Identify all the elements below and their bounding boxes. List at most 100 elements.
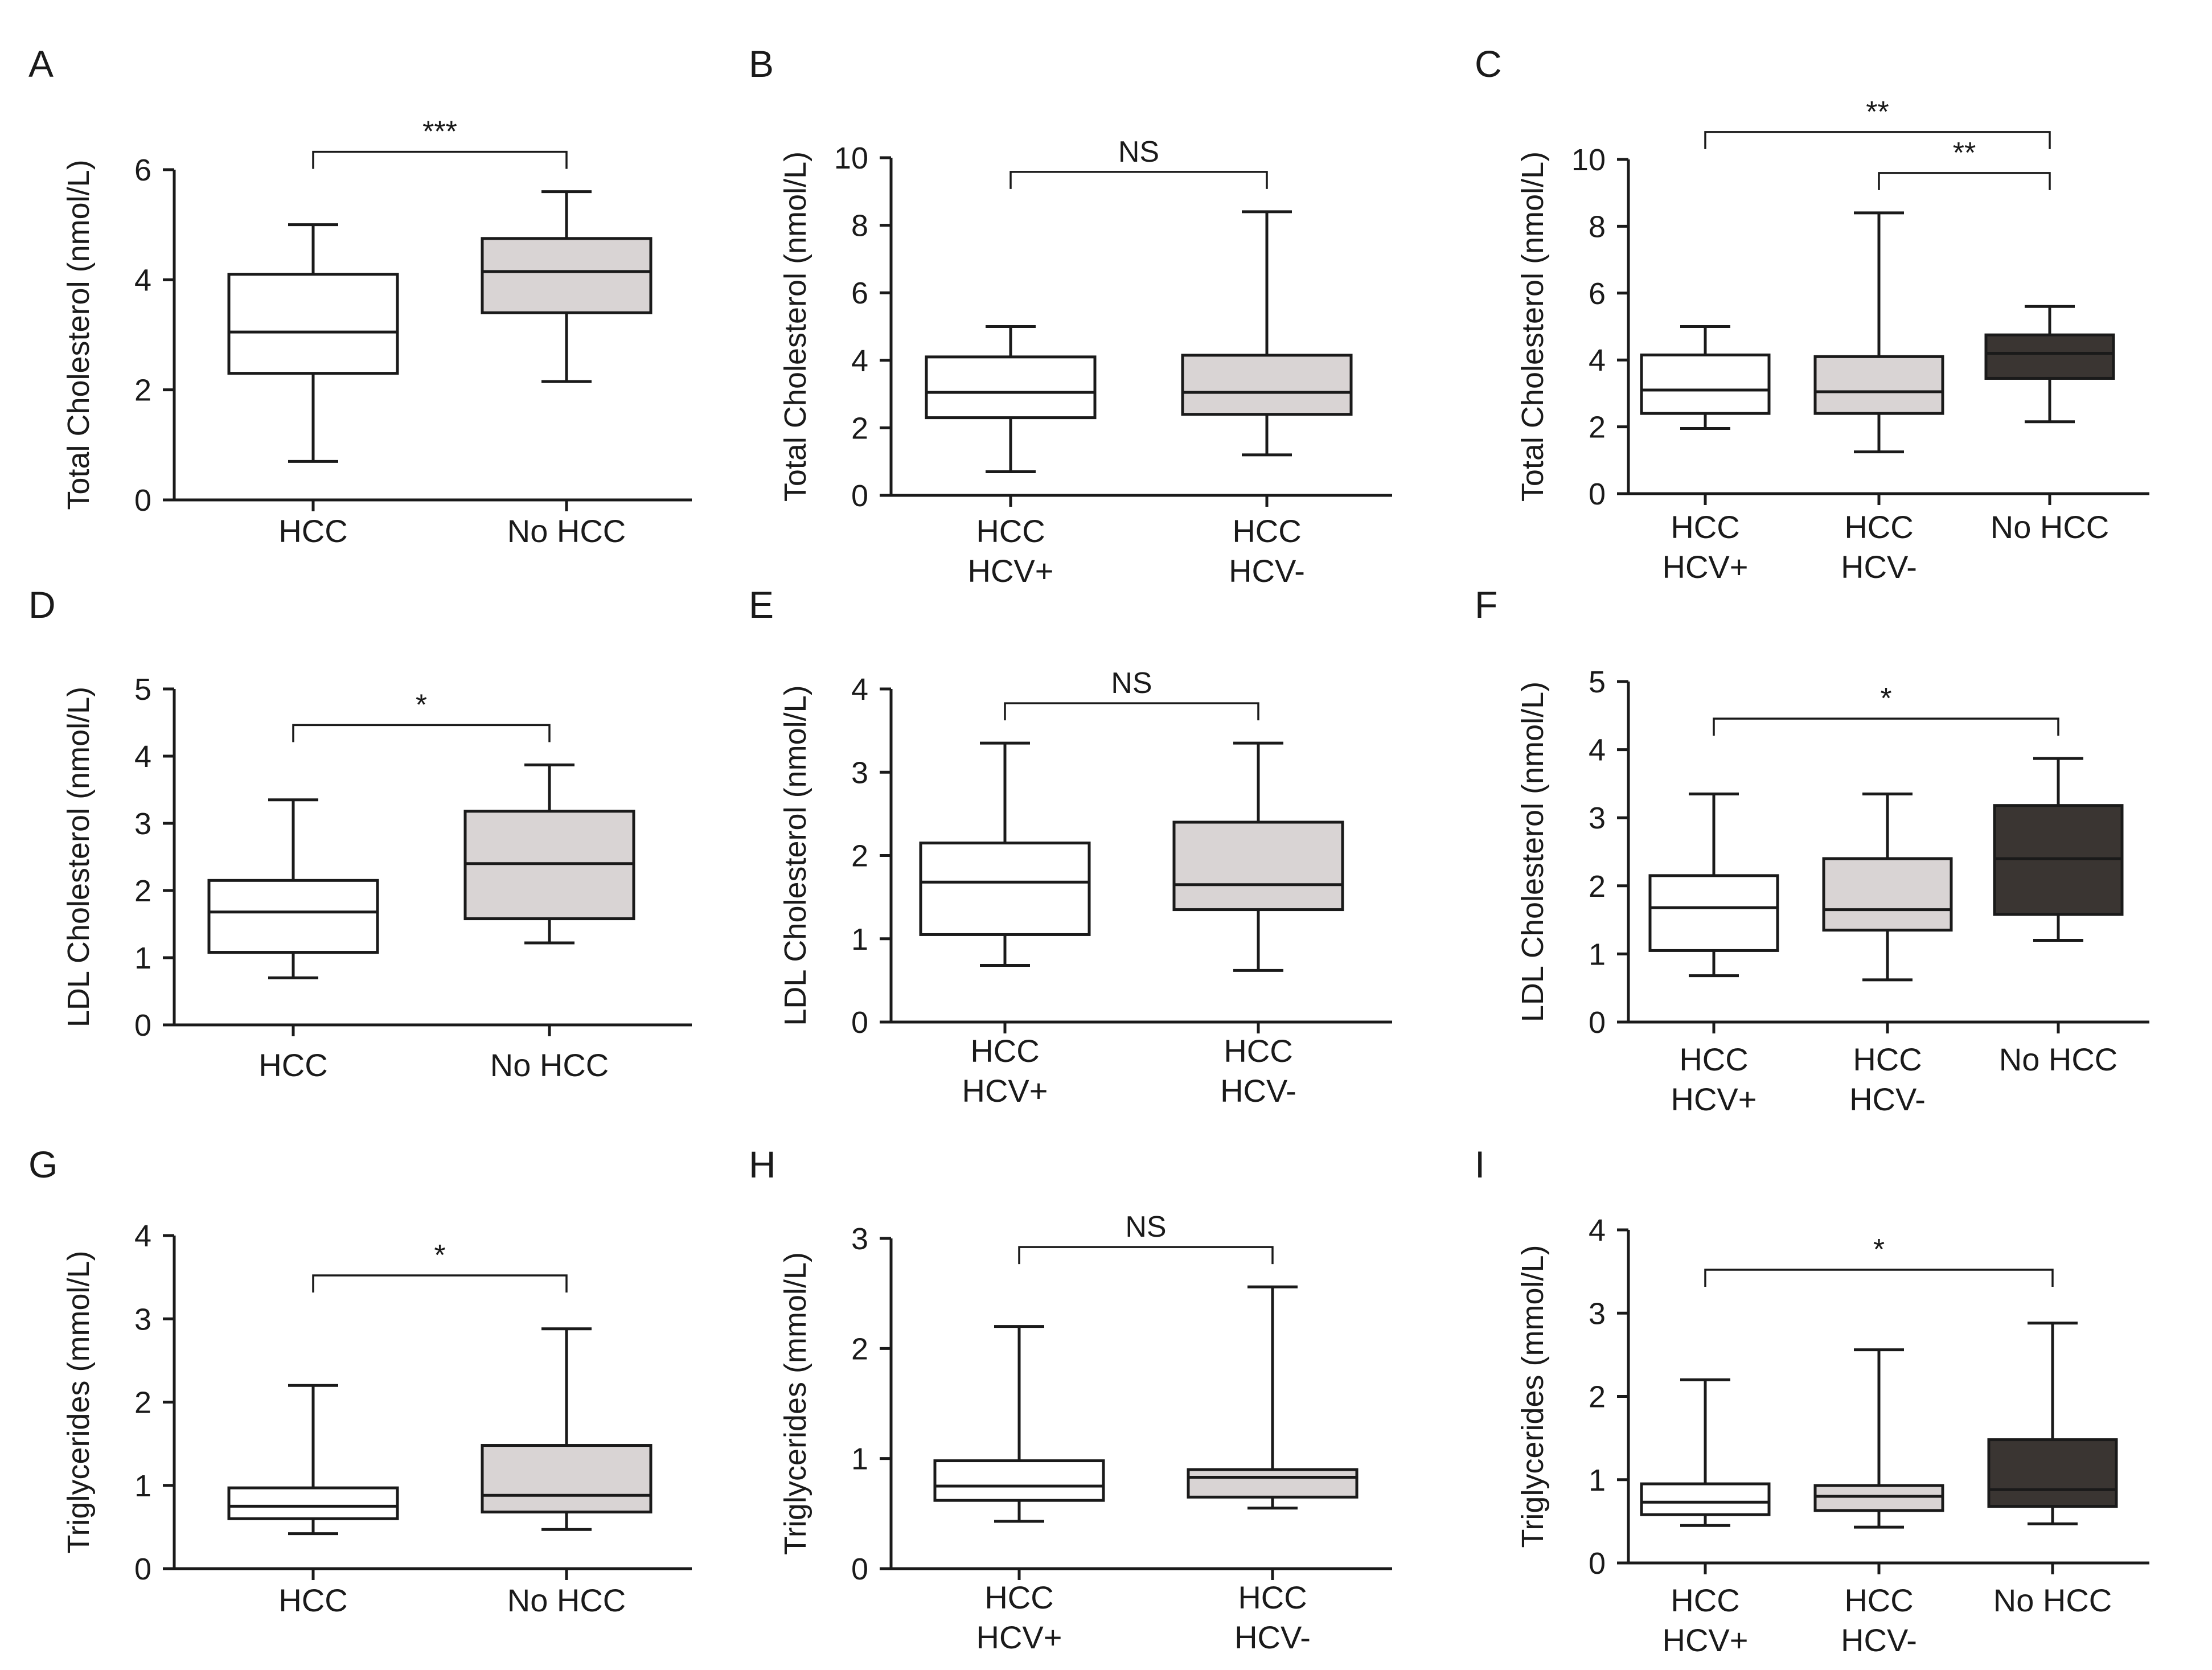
x-tick-label-f: HCV+ xyxy=(1671,1081,1757,1117)
x-tick-label-i: HCV+ xyxy=(1663,1622,1749,1658)
significance-b: NS xyxy=(1009,136,1268,189)
box-iqr xyxy=(1187,1468,1359,1499)
y-tick-label-f: 2 xyxy=(1589,869,1606,904)
significance-d: * xyxy=(292,688,551,742)
significance-label: * xyxy=(1873,1233,1885,1266)
box-iqr xyxy=(1984,333,2115,380)
y-tick-label-b: 6 xyxy=(851,276,868,310)
box-iqr xyxy=(481,237,652,314)
box-h-hcc-hcv-neg xyxy=(1187,1285,1359,1510)
x-tick-label-f: HCC xyxy=(1679,1041,1748,1077)
y-tick-label-f: 4 xyxy=(1589,733,1606,768)
box-iqr xyxy=(1648,874,1779,952)
box-iqr xyxy=(1813,355,1944,415)
box-iqr xyxy=(207,879,379,954)
y-tick-label-b: 2 xyxy=(851,411,868,445)
panel-a: A Total Cholesterol (nmol/L) 0 2 4 6 HCC No HCC… xyxy=(28,43,692,549)
box-iqr xyxy=(1640,1482,1771,1516)
panel-c: C Total Cholesterol (nmol/L) 0 2 4 6 8 10 HCC HCV… xyxy=(1475,43,2149,585)
significance-bracket xyxy=(1713,717,2059,736)
y-tick-label-a: 0 xyxy=(134,483,151,518)
x-tick-label-h: HCV- xyxy=(1234,1619,1311,1655)
significance-bracket xyxy=(1004,702,1259,721)
box-iqr xyxy=(227,1486,399,1520)
y-tick-label-c: 4 xyxy=(1589,343,1606,378)
x-tick-label-c: HCV- xyxy=(1841,549,1917,585)
y-tick-label-e: 0 xyxy=(851,1006,868,1040)
significance-label: * xyxy=(416,688,427,721)
y-axis-title-h: Triglycerides (mmol/L) xyxy=(778,1252,812,1555)
panel-i: I Triglycerides (mmol/L) 0 1 2 3 4 HCC HCV+ HCC HC… xyxy=(1475,1143,2149,1658)
y-tick-label-d: 4 xyxy=(134,740,151,774)
y-tick-label-g: 1 xyxy=(134,1469,151,1503)
x-tick-label-i: HCV- xyxy=(1841,1622,1917,1658)
y-axis-title-i: Triglycerides (mmol/L) xyxy=(1516,1245,1550,1548)
y-tick-label-b: 10 xyxy=(834,141,868,175)
y-tick-label-a: 4 xyxy=(134,263,151,297)
y-tick-label-e: 3 xyxy=(851,756,868,790)
y-tick-label-d: 5 xyxy=(134,672,151,707)
y-tick-label-c: 10 xyxy=(1571,143,1606,177)
x-tick-label-b: HCC xyxy=(976,513,1045,549)
panel-f: F LDL Cholesterol (nmol/L) 0 1 2 3 4 5 HCC HCV+ HC… xyxy=(1475,584,2149,1117)
x-tick-label-f: No HCC xyxy=(1999,1041,2117,1077)
box-d-no-hcc xyxy=(463,763,635,945)
y-tick-label-d: 0 xyxy=(134,1008,151,1043)
panel-h: H Triglycerides (mmol/L) 0 1 2 3 HCC HCV+ HCC HCV… xyxy=(749,1143,1392,1655)
significance-f: * xyxy=(1713,682,2059,736)
box-a-no-hcc xyxy=(481,190,652,383)
box-i-no-hcc xyxy=(1987,1322,2118,1525)
y-tick-label-g: 4 xyxy=(134,1219,151,1253)
box-c-hcc-hcv-neg xyxy=(1813,211,1944,454)
y-tick-label-f: 3 xyxy=(1589,801,1606,835)
x-tick-label-a: No HCC xyxy=(507,513,626,549)
panel-label-g: G xyxy=(28,1143,58,1185)
box-i-hcc-hcvpos xyxy=(1640,1378,1771,1527)
y-tick-label-b: 4 xyxy=(851,344,868,378)
significance-bracket xyxy=(292,724,551,742)
y-axis-title-e: LDL Cholesterol (nmol/L) xyxy=(778,685,812,1025)
significance-c: ** xyxy=(1878,137,2051,190)
panel-label-b: B xyxy=(749,43,774,85)
significance-bracket xyxy=(1009,171,1268,189)
box-iqr xyxy=(933,1459,1105,1502)
panel-label-h: H xyxy=(749,1143,776,1185)
x-tick-label-c: HCV+ xyxy=(1663,549,1749,585)
y-tick-label-h: 2 xyxy=(851,1332,868,1366)
y-axis-title-c: Total Cholesterol (nmol/L) xyxy=(1516,151,1550,502)
x-tick-label-b: HCC xyxy=(1232,513,1301,549)
y-tick-label-d: 1 xyxy=(134,941,151,975)
box-iqr xyxy=(1640,353,1771,415)
box-iqr xyxy=(925,355,1097,420)
y-tick-label-a: 2 xyxy=(134,374,151,408)
y-axis-title-g: Triglycerides (mmol/L) xyxy=(61,1250,96,1553)
x-tick-label-f: HCV- xyxy=(1849,1081,1926,1117)
panel-label-e: E xyxy=(749,584,774,626)
box-iqr xyxy=(227,273,399,375)
panel-b: B Total Cholesterol (nmol/L) 0 2 4 6 8 10 HCC HCV… xyxy=(749,43,1392,589)
box-iqr xyxy=(1181,354,1353,416)
box-c-no-hcc xyxy=(1984,305,2115,424)
x-tick-label-f: HCC xyxy=(1853,1041,1922,1077)
panel-label-c: C xyxy=(1475,43,1502,85)
x-tick-label-a: HCC xyxy=(278,513,347,549)
panel-label-d: D xyxy=(28,584,56,626)
box-f-no-hcc xyxy=(1993,757,2124,942)
significance-label: * xyxy=(434,1239,445,1272)
x-tick-label-c: HCC xyxy=(1671,509,1739,545)
box-b-hcc-hcvpos xyxy=(925,325,1097,473)
box-e-hcc-hcv-neg xyxy=(1172,741,1344,972)
x-tick-label-e: HCC xyxy=(1224,1033,1292,1069)
box-iqr xyxy=(1813,1484,1944,1512)
box-iqr xyxy=(1172,820,1344,912)
x-tick-label-i: No HCC xyxy=(1993,1582,2112,1618)
x-tick-label-h: HCC xyxy=(1238,1579,1307,1615)
significance-a: *** xyxy=(312,116,568,169)
box-g-hcc xyxy=(227,1384,399,1536)
y-axis-title-f: LDL Cholesterol (nmol/L) xyxy=(1516,682,1550,1022)
box-g-no-hcc xyxy=(481,1327,652,1531)
x-tick-label-h: HCV+ xyxy=(976,1619,1062,1655)
box-iqr xyxy=(1822,857,1953,932)
